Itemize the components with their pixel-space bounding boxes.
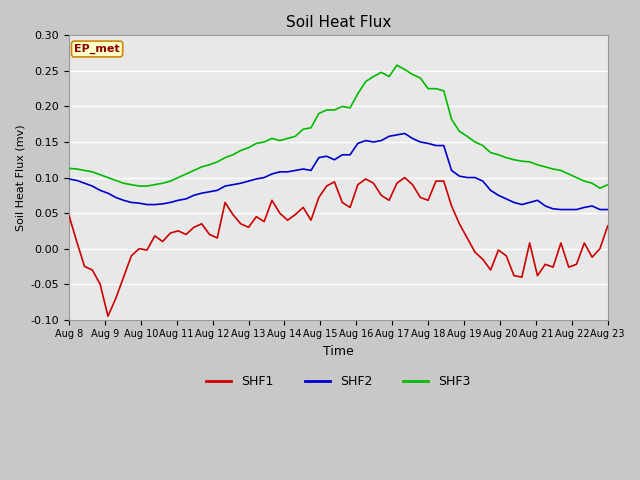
Legend: SHF1, SHF2, SHF3: SHF1, SHF2, SHF3 [201, 370, 476, 393]
Text: EP_met: EP_met [74, 44, 120, 54]
X-axis label: Time: Time [323, 345, 354, 358]
Title: Soil Heat Flux: Soil Heat Flux [285, 15, 391, 30]
Y-axis label: Soil Heat Flux (mv): Soil Heat Flux (mv) [15, 124, 25, 231]
